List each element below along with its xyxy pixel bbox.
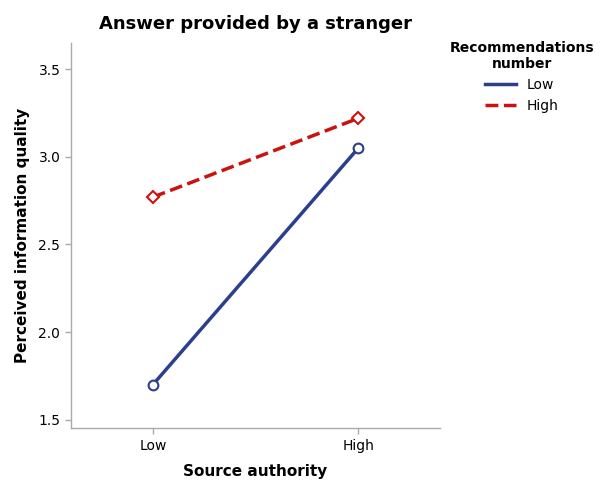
Y-axis label: Perceived information quality: Perceived information quality [15, 108, 30, 363]
Legend: Low, High: Low, High [444, 35, 600, 119]
X-axis label: Source authority: Source authority [184, 464, 328, 479]
Title: Answer provided by a stranger: Answer provided by a stranger [99, 15, 412, 33]
